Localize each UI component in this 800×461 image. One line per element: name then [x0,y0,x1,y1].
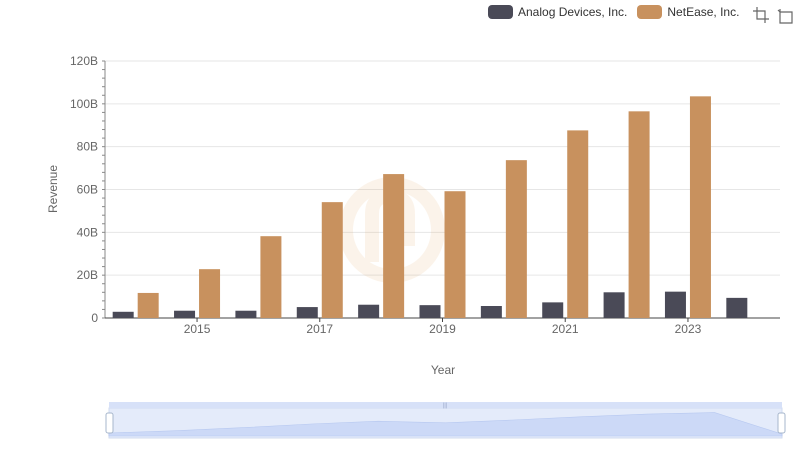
bar-analog-devices-2017[interactable] [296,307,318,318]
y-tick-label: 20B [77,268,98,282]
legend-swatch [488,5,513,19]
bar-netease-2016[interactable] [260,236,282,318]
x-axis-title: Year [431,363,455,377]
y-tick-label: 40B [77,225,98,239]
data-zoom-grip-icon[interactable]: ||| [443,403,448,409]
bar-netease-2015[interactable] [199,269,221,318]
data-zoom-preview [108,412,783,437]
x-tick-label: 2019 [429,322,456,336]
bar-netease-2020[interactable] [505,160,527,318]
bar-analog-devices-2016[interactable] [235,310,257,318]
bar-analog-devices-2021[interactable] [542,302,564,318]
legend-swatch [637,5,663,19]
bar-netease-2019[interactable] [444,191,466,318]
grid-lines [105,60,780,276]
x-tick-label: 2015 [184,322,211,336]
y-tick-label: 0 [91,311,98,325]
bar-analog-devices-2014[interactable] [112,311,134,318]
bar-netease-2018[interactable] [383,174,405,318]
bar-analog-devices-2024[interactable] [726,297,748,318]
legend: Analog Devices, Inc. NetEase, Inc. [488,5,749,19]
bar-analog-devices-2019[interactable] [419,305,441,318]
data-zoom-slider[interactable]: ||| [105,402,786,439]
y-tick-label: 60B [77,183,98,197]
bar-analog-devices-2018[interactable] [358,304,380,318]
legend-label: Analog Devices, Inc. [518,5,628,19]
data-zoom-top-bar[interactable] [109,402,782,408]
zoom-icon[interactable] [752,6,770,24]
bar-netease-2014[interactable] [137,292,159,318]
bar-netease-2022[interactable] [628,111,650,319]
bars [112,96,748,319]
y-tick-label: 80B [77,140,98,154]
bar-netease-2017[interactable] [321,202,343,318]
bar-analog-devices-2020[interactable] [480,306,502,318]
bar-netease-2023[interactable] [689,96,711,319]
bar-analog-devices-2022[interactable] [603,292,625,318]
x-tick-label: 2023 [675,322,702,336]
y-axis-title: Revenue [46,165,60,213]
toolbox [746,6,794,24]
legend-item-analog-devices[interactable]: Analog Devices, Inc. [488,5,627,19]
data-zoom-handle-left[interactable] [105,412,114,434]
data-zoom-handle-right[interactable] [777,412,786,434]
y-tick-label: 120B [70,54,98,68]
bar-analog-devices-2023[interactable] [664,291,686,318]
bar-netease-2021[interactable] [567,130,589,318]
restore-icon[interactable] [776,6,794,24]
y-tick-label: 100B [70,97,98,111]
legend-label: NetEase, Inc. [667,5,740,19]
x-tick-label: 2021 [552,322,579,336]
bar-analog-devices-2015[interactable] [174,310,196,318]
x-tick-label: 2017 [306,322,333,336]
legend-item-netease[interactable]: NetEase, Inc. [637,5,739,19]
axes: 0 20B 40B 60B 80B 100B 120B 2015 2017 2019 2021 202… [70,54,780,336]
